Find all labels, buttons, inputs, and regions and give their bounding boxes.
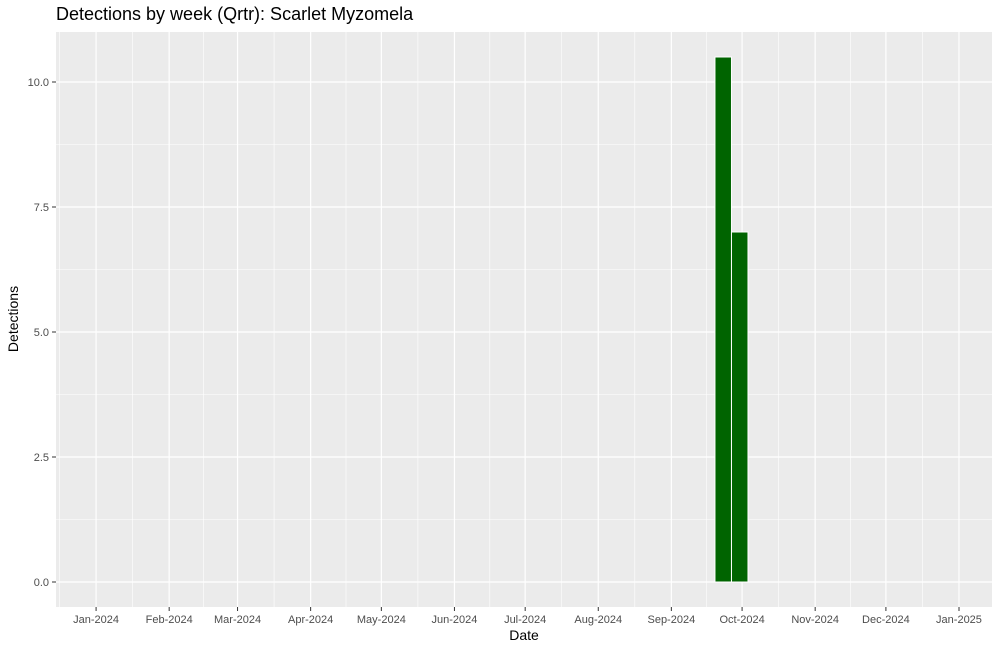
y-axis: 0.0 2.5 5.0 7.5 10.0	[28, 77, 56, 589]
y-axis-title: Detections	[5, 286, 21, 352]
x-tick-label: Aug-2024	[574, 614, 622, 626]
x-tick-label: Oct-2024	[719, 614, 764, 626]
y-tick-label: 0.0	[34, 577, 49, 589]
y-tick-label: 5.0	[34, 327, 49, 339]
grid-major	[56, 32, 992, 607]
x-tick-label: Mar-2024	[214, 614, 261, 626]
x-tick-label: Apr-2024	[288, 614, 333, 626]
y-tick-label: 7.5	[34, 202, 49, 214]
grid-minor	[56, 32, 992, 607]
x-tick-label: Jul-2024	[504, 614, 546, 626]
x-tick-label: May-2024	[357, 614, 406, 626]
x-tick-label: Feb-2024	[146, 614, 193, 626]
x-axis-title: Date	[509, 627, 539, 643]
bar	[714, 56, 732, 583]
x-axis: Jan-2024 Feb-2024 Mar-2024 Apr-2024 May-2024…	[73, 607, 982, 626]
x-tick-label: Nov-2024	[791, 614, 839, 626]
bars	[714, 56, 749, 583]
x-tick-label: Jan-2025	[936, 614, 982, 626]
x-tick-label: Jun-2024	[432, 614, 478, 626]
x-tick-label: Jan-2024	[73, 614, 119, 626]
y-tick-label: 2.5	[34, 452, 49, 464]
x-tick-label: Sep-2024	[647, 614, 695, 626]
y-tick-label: 10.0	[28, 77, 49, 89]
x-tick-label: Dec-2024	[862, 614, 910, 626]
plot-panel	[56, 32, 992, 607]
bar	[730, 231, 749, 583]
chart-title: Detections by week (Qrtr): Scarlet Myzom…	[56, 4, 414, 24]
